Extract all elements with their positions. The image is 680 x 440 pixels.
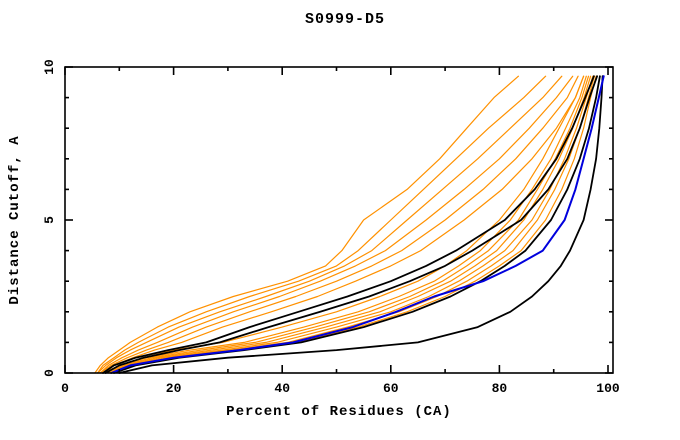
axes-layer <box>64 66 614 374</box>
x-axis-label: Percent of Residues (CA) <box>226 404 452 420</box>
chart-title: S0999-D5 <box>305 11 385 28</box>
y-tick-label: 5 <box>42 216 57 224</box>
x-tick-label: 100 <box>596 381 620 396</box>
y-axis-label: Distance Cutoff, A <box>7 135 23 304</box>
plot-frame <box>64 66 614 374</box>
model-curve-orange-model-1 <box>94 75 520 374</box>
model-curve-orange-model-5 <box>99 75 579 374</box>
curves-layer <box>94 75 605 374</box>
model-curve-orange-model-11 <box>107 75 594 374</box>
model-curve-orange-model-4 <box>99 75 574 374</box>
model-curve-orange-model-8 <box>102 75 587 374</box>
model-curve-orange-model-6 <box>102 75 585 374</box>
model-curve-black-model-3 <box>113 75 601 374</box>
x-tick-label: 80 <box>492 381 508 396</box>
model-curve-orange-model-10 <box>107 75 592 374</box>
x-tick-label: 20 <box>166 381 182 396</box>
x-tick-label: 40 <box>274 381 290 396</box>
y-tick-label: 0 <box>42 369 57 377</box>
model-curve-blue-model <box>110 75 605 374</box>
model-curve-orange-model-2 <box>96 75 547 374</box>
model-curve-black-model-4 <box>118 75 604 374</box>
model-curve-black-model-2 <box>104 75 598 374</box>
model-curve-orange-model-3 <box>96 75 563 374</box>
x-tick-label: 60 <box>383 381 399 396</box>
y-tick-label: 10 <box>42 59 57 75</box>
tick-labels-layer: 0 20 40 60 80 100 0 5 10 <box>42 59 620 396</box>
model-curve-orange-model-9 <box>105 75 590 374</box>
model-curve-black-model-1 <box>102 75 595 374</box>
x-tick-label: 0 <box>61 381 69 396</box>
